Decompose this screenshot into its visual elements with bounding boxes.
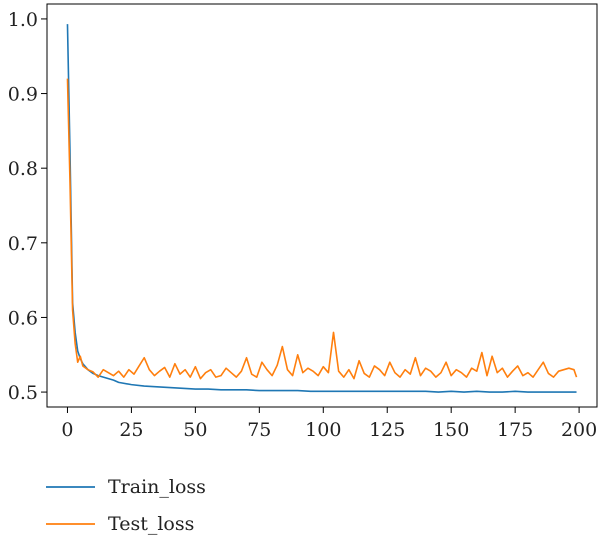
x-tick-label: 125 — [369, 419, 405, 441]
series-line-train-loss — [66, 24, 577, 393]
x-tick-label: 0 — [61, 419, 73, 441]
plot-frame — [46, 3, 598, 408]
series-line-test-loss — [66, 78, 578, 380]
y-tick-label: 0.6 — [8, 307, 38, 329]
axes: 0 25 50 75 100 125 150 175 200 0.5 0.6 0.7 0.8 0.9 1.0 — [8, 3, 598, 441]
legend-label: Train_loss — [108, 476, 206, 498]
x-tick-label: 175 — [497, 419, 533, 441]
legend-label: Test_loss — [108, 513, 194, 535]
y-tick-label: 0.5 — [8, 382, 38, 404]
y-tick-label: 0.8 — [8, 158, 38, 180]
x-tick-label: 25 — [119, 419, 143, 441]
y-tick-label: 1.0 — [8, 9, 38, 31]
x-tick-label: 50 — [183, 419, 207, 441]
y-tick-label: 0.7 — [8, 233, 38, 255]
x-tick-label: 75 — [247, 419, 271, 441]
x-tick-label: 150 — [433, 419, 469, 441]
y-tick-label: 0.9 — [8, 84, 38, 106]
x-tick-label: 100 — [305, 419, 341, 441]
legend: Train_loss Test_loss — [46, 476, 206, 535]
series-layer — [66, 24, 578, 393]
x-tick-label: 200 — [561, 419, 597, 441]
